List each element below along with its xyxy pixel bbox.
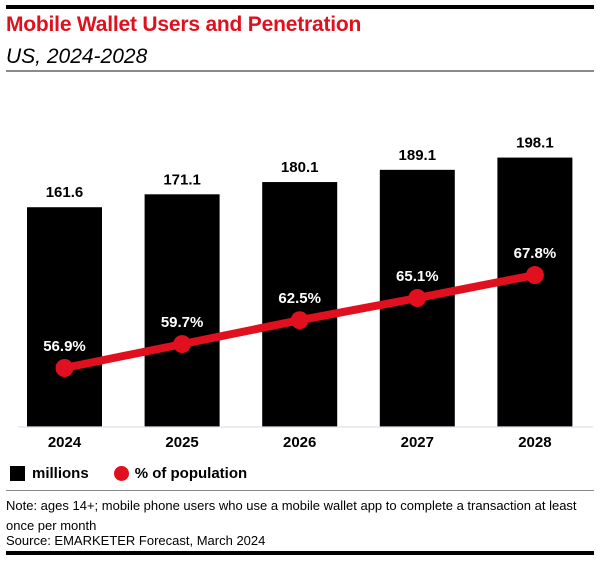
legend-population-label: % of population: [134, 464, 248, 482]
legend-millions-label: millions: [32, 464, 89, 482]
population-value-label: 56.9%: [43, 338, 86, 355]
footer-divider: [6, 490, 594, 491]
line-series-layer: 56.9% 59.7% 62.5% 65.1% 67.8%: [43, 245, 556, 377]
population-point-2026: [290, 311, 309, 330]
bar-value-label: 161.6: [46, 184, 84, 201]
bar-value-label: 180.1: [281, 159, 319, 176]
header-divider: [6, 70, 594, 72]
legend-population-swatch: [113, 465, 129, 481]
top-rule: [6, 5, 594, 9]
chart-subtitle: US, 2024-2028: [6, 45, 148, 68]
population-value-label: 59.7%: [161, 314, 204, 331]
x-tick-label: 2025: [165, 434, 198, 451]
x-tick-label: 2027: [401, 434, 434, 451]
population-point-2027: [408, 289, 427, 308]
legend: millions % of population: [10, 462, 247, 484]
bar-2028: [497, 157, 573, 428]
chart-title: Mobile Wallet Users and Penetration: [6, 13, 362, 36]
bar-value-label: 189.1: [399, 147, 437, 164]
bottom-rule: [6, 551, 594, 555]
footnote: Note: ages 14+; mobile phone users who u…: [6, 498, 577, 533]
x-tick-labels: 2024 2025 2026 2027 2028: [48, 434, 552, 451]
population-point-2028: [525, 266, 544, 285]
x-tick-label: 2026: [283, 434, 316, 451]
source-note: Source: EMARKETER Forecast, March 2024: [6, 533, 266, 548]
population-value-label: 65.1%: [396, 268, 439, 285]
legend-millions-swatch: [10, 465, 25, 481]
bar-value-label: 171.1: [163, 171, 201, 188]
bars-layer: 161.6 171.1 180.1 189.1 198.1: [27, 135, 573, 428]
bar-2024: [27, 207, 102, 427]
bar-2026: [262, 182, 338, 427]
population-value-label: 67.8%: [514, 245, 557, 262]
population-point-2024: [55, 359, 74, 377]
x-tick-label: 2024: [48, 434, 82, 451]
x-tick-label: 2028: [518, 434, 551, 451]
bar-2025: [144, 194, 220, 427]
population-point-2025: [173, 335, 192, 354]
population-value-label: 62.5%: [278, 290, 321, 307]
bar-value-label: 198.1: [516, 135, 554, 152]
